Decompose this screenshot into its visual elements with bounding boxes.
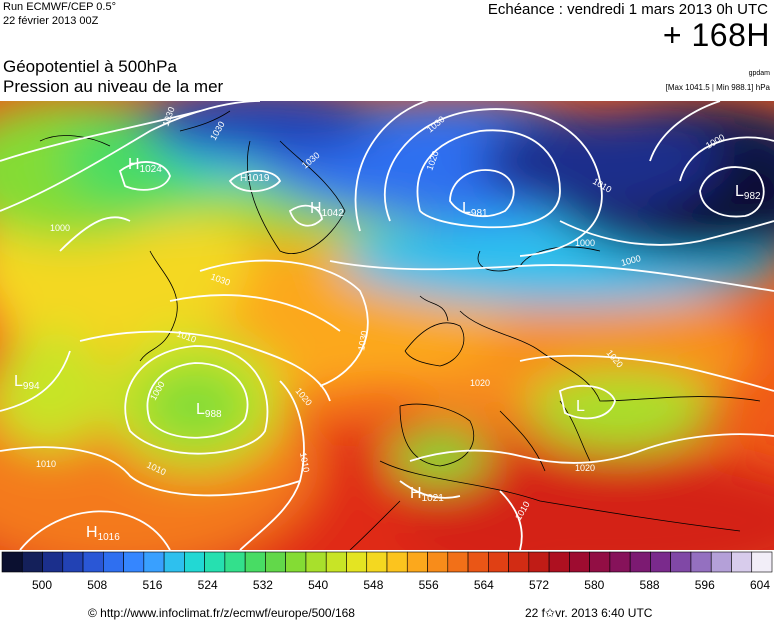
colorbar-swatch (325, 551, 347, 573)
colorbar-tick-label: 500 (31, 578, 53, 592)
colorbar-swatch (103, 551, 124, 573)
colorbar-tick-label: 580 (584, 578, 605, 592)
colorbar-swatch (629, 551, 651, 573)
colorbar-tick-label: 564 (473, 578, 494, 592)
unit-credit: gpdam (748, 70, 770, 77)
pressure-center: L982 (735, 183, 761, 202)
colorbar-swatch (528, 551, 550, 573)
colorbar-swatch (427, 551, 449, 573)
isobar-value: 1030 (356, 330, 369, 351)
colorbar-tick-label: 516 (142, 578, 163, 592)
colorbar-swatch (690, 551, 712, 573)
coastlines (39, 110, 761, 550)
colorbar-swatch (265, 551, 286, 573)
map-title-geopotential: Géopotentiel à 500hPa (3, 57, 177, 76)
colorbar-swatch (710, 551, 732, 573)
colorbar-swatch (670, 551, 692, 573)
colorbar-tick-label: 556 (418, 578, 439, 592)
pressure-center: H1024 (128, 156, 162, 175)
colorbar-tick-label: 524 (197, 578, 218, 592)
isobar-value: 1000 (50, 223, 70, 233)
isobars (0, 101, 774, 550)
colorbar-swatch (163, 551, 185, 573)
colorbar-swatch (548, 551, 570, 573)
colorbar-swatch (650, 551, 671, 573)
colorbar-swatch (1, 551, 23, 573)
forecast-map: H1024 H1019 H1042 L981 L982 L994 L988 H1… (0, 101, 774, 550)
colorbar-swatch (569, 551, 590, 573)
colorbar-tick-label: 604 (749, 578, 771, 592)
colorbar-tick-label: 572 (529, 578, 550, 592)
colorbar-swatch (488, 551, 509, 573)
colorbar-swatch (305, 551, 327, 573)
forecast-valid-time: Echéance : vendredi 1 mars 2013 0h UTC (487, 1, 768, 18)
map-title-pressure: Pression au niveau de la mer (3, 77, 224, 96)
colorbar-swatch (123, 551, 145, 573)
colorbar-swatch (366, 551, 388, 573)
colorbar-tick-label: 588 (639, 578, 660, 592)
colorbar-swatch (751, 551, 773, 573)
pressure-center: L981 (462, 200, 488, 219)
forecast-lead-time: + 168H (662, 17, 770, 53)
pressure-center: H1016 (86, 524, 120, 543)
colorbar-swatch (467, 551, 489, 573)
colorbar-swatch (731, 551, 753, 573)
pressure-center: H1021 (410, 485, 444, 504)
model-run-label: Run ECMWF/CEP 0.5° (3, 1, 117, 13)
pressure-center: H1019 (240, 173, 270, 184)
pressure-center: L988 (196, 401, 222, 420)
colorbar-swatch (508, 551, 530, 573)
pressure-center: L994 (14, 373, 40, 392)
colorbar-tick-label: 548 (363, 578, 384, 592)
colorbar-tick-label: 532 (252, 578, 273, 592)
colorbar-tick-label: 596 (694, 578, 715, 592)
colorbar-tick-label: 508 (87, 578, 108, 592)
colorbar-swatch (21, 551, 43, 573)
colorbar-swatch (82, 551, 104, 573)
colorbar-swatch (184, 551, 205, 573)
colorbar-tick-label: 540 (308, 578, 329, 592)
colorbar-swatch (447, 551, 469, 573)
colorbar-swatch (204, 551, 226, 573)
colorbar-swatch (406, 551, 428, 573)
colorbar-swatch (224, 551, 246, 573)
colorbar-swatch (244, 551, 266, 573)
colorbar-swatch (143, 551, 165, 573)
isobar-value: 1000 (575, 238, 595, 248)
colorbar (1, 551, 773, 573)
colorbar-swatch (609, 551, 631, 573)
colorbar-swatch (285, 551, 307, 573)
pressure-center: L (576, 398, 585, 415)
pressure-center: H1042 (310, 200, 344, 219)
isobar-value: 1010 (298, 452, 311, 473)
run-date: 22 février 2013 00Z (3, 15, 99, 27)
colorbar-swatch (346, 551, 368, 573)
colorbar-swatch (589, 551, 611, 573)
colorbar-ticks: 500 508 516 524 532 540 548 556 564 572 580 588 596 6… (0, 578, 774, 594)
geopotential-field (0, 101, 774, 550)
isobar-value: 1010 (36, 459, 56, 469)
colorbar-swatch (62, 551, 84, 573)
isobar-value: 1020 (470, 378, 490, 388)
isobar-value: 1020 (575, 463, 595, 473)
colorbar-swatch (42, 551, 64, 573)
generated-time: 22 f✩vr. 2013 6:40 UTC (525, 606, 653, 620)
colorbar-swatch (386, 551, 408, 573)
pressure-labels: H1024 H1019 H1042 L981 L982 L994 L988 H1… (14, 156, 761, 543)
source-credit: © http://www.infoclimat.fr/z/ecmwf/europ… (88, 606, 355, 620)
pressure-max-min: [Max 1041.5 | Min 988.1] hPa (665, 83, 770, 92)
